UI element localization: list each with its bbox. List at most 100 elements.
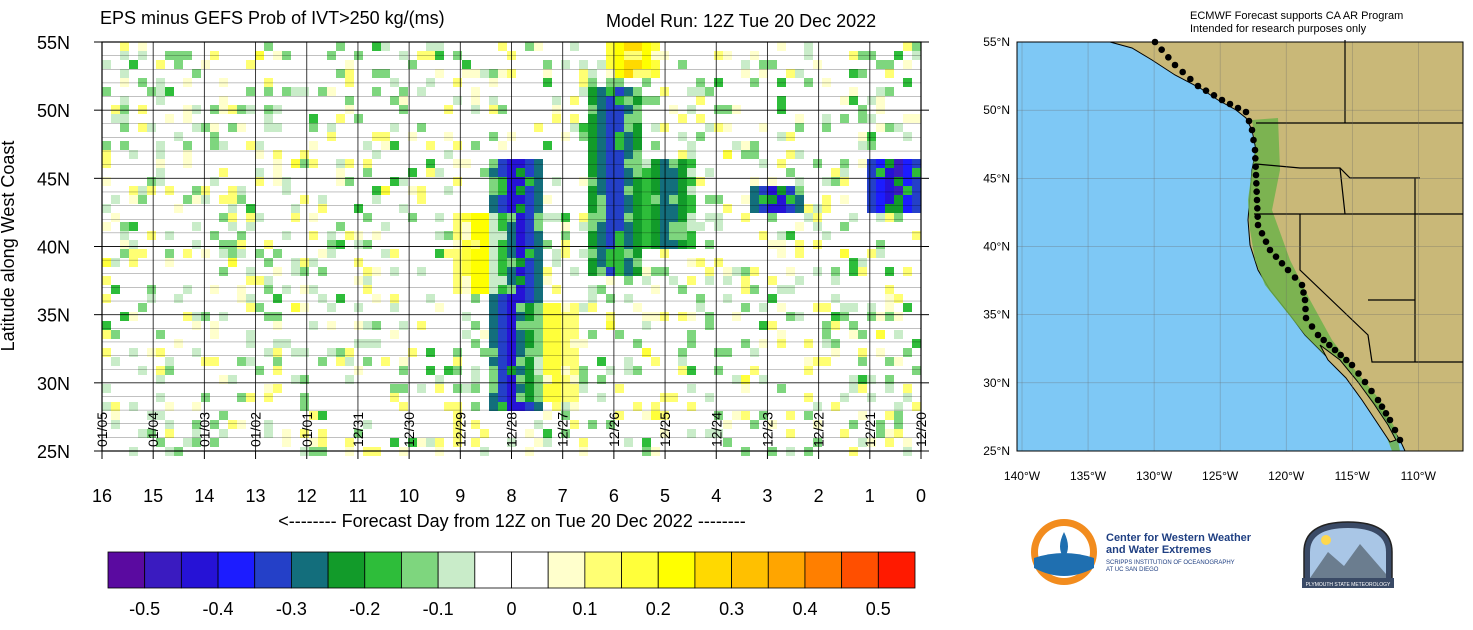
cw3e-line1: Center for Western Weather [1106, 532, 1252, 544]
heatmap-cell [624, 222, 633, 231]
heatmap-cell [192, 123, 201, 132]
heatmap-cell [552, 330, 561, 339]
heatmap-cell [903, 186, 912, 195]
heatmap-cell [552, 249, 561, 258]
coastal-point [1253, 180, 1260, 187]
heatmap-cell [705, 393, 714, 402]
heatmap-cell [318, 249, 327, 258]
heatmap-cell [273, 366, 282, 375]
heatmap-cell [291, 303, 300, 312]
heatmap-cell [534, 384, 543, 393]
heatmap-cell [282, 438, 291, 447]
heatmap-cell [786, 150, 795, 159]
heatmap-cell [651, 168, 660, 177]
heatmap-cell [741, 195, 750, 204]
heatmap-cell [777, 249, 786, 258]
heatmap-cell [642, 177, 651, 186]
heatmap-cell [498, 312, 507, 321]
map-lon-label: 130°W [1136, 469, 1173, 483]
heatmap-cell [561, 330, 570, 339]
heatmap-cell [264, 312, 273, 321]
heatmap-cell [453, 267, 462, 276]
heatmap-cell [102, 294, 111, 303]
heatmap-cell [579, 366, 588, 375]
heatmap-cell [489, 294, 498, 303]
heatmap-cell [264, 420, 273, 429]
heatmap-cell [273, 123, 282, 132]
heatmap-cell [804, 213, 813, 222]
heatmap-cell [480, 348, 489, 357]
heatmap-cell [705, 123, 714, 132]
x-tick-label: 10 [399, 486, 419, 506]
date-label: 01/02 [248, 412, 264, 447]
heatmap-cell [453, 411, 462, 420]
heatmap-cell [858, 411, 867, 420]
heatmap-cell [327, 249, 336, 258]
heatmap-cell [462, 276, 471, 285]
heatmap-cell [525, 276, 534, 285]
heatmap-cell [354, 258, 363, 267]
heatmap-cell [588, 114, 597, 123]
heatmap-cell [561, 213, 570, 222]
heatmap-cell [489, 375, 498, 384]
heatmap-cell [867, 132, 876, 141]
heatmap-cell [363, 276, 372, 285]
colorbar-label: -0.1 [423, 599, 454, 619]
heatmap-cell [345, 393, 354, 402]
heatmap-cell [768, 321, 777, 330]
heatmap-cell [453, 285, 462, 294]
date-label: 12/22 [811, 412, 827, 447]
heatmap-cell [111, 330, 120, 339]
colorbar-swatch [364, 551, 402, 589]
heatmap-cell [318, 204, 327, 213]
heatmap-cell [543, 375, 552, 384]
heatmap-cell [120, 141, 129, 150]
heatmap-cell [777, 96, 786, 105]
heatmap-cell [561, 321, 570, 330]
date-label: 12/29 [452, 412, 468, 447]
heatmap-cell [669, 222, 678, 231]
heatmap-cell [525, 429, 534, 438]
heatmap-cell [588, 87, 597, 96]
heatmap-cell [705, 312, 714, 321]
heatmap-cell [624, 60, 633, 69]
heatmap-cell [480, 276, 489, 285]
heatmap-cell [561, 231, 570, 240]
heatmap-cell [417, 186, 426, 195]
heatmap-cell [120, 42, 129, 51]
heatmap-cell [867, 177, 876, 186]
heatmap-cell [606, 159, 615, 168]
heatmap-cell [606, 177, 615, 186]
heatmap-cell [885, 375, 894, 384]
heatmap-cell [885, 411, 894, 420]
heatmap-cell [471, 231, 480, 240]
heatmap-cell [543, 438, 552, 447]
heatmap-cell [750, 141, 759, 150]
heatmap-cell [687, 366, 696, 375]
coastal-point [1302, 305, 1309, 313]
heatmap-cell [471, 96, 480, 105]
heatmap-cell [885, 213, 894, 222]
colorbar-swatch [474, 551, 512, 589]
heatmap-cell [633, 60, 642, 69]
heatmap-cell [642, 348, 651, 357]
y-tick-label: 30N [37, 374, 70, 394]
heatmap-cell [561, 249, 570, 258]
heatmap-cell [642, 195, 651, 204]
heatmap-cell [435, 231, 444, 240]
heatmap-cell [543, 312, 552, 321]
heatmap-cell [795, 312, 804, 321]
heatmap-cell [579, 303, 588, 312]
heatmap-cell [642, 168, 651, 177]
heatmap-cell [462, 285, 471, 294]
heatmap-cell [498, 141, 507, 150]
heatmap-cell [525, 213, 534, 222]
heatmap-cell [597, 168, 606, 177]
heatmap-cell [687, 339, 696, 348]
heatmap-cell [804, 366, 813, 375]
heatmap-cell [516, 204, 525, 213]
heatmap-cell [147, 348, 156, 357]
heatmap-cell [624, 366, 633, 375]
heatmap-cell [651, 60, 660, 69]
heatmap-cell [516, 267, 525, 276]
